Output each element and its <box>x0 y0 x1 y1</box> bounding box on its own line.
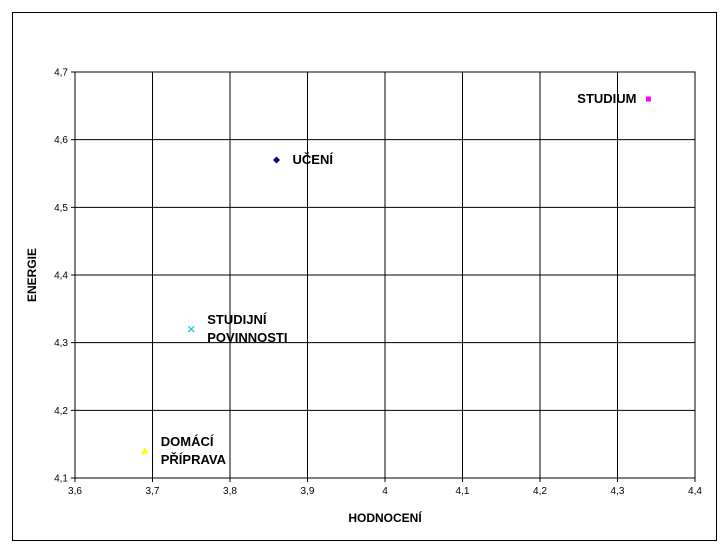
data-point-label-line: DOMÁCÍ <box>161 434 214 449</box>
data-point-marker <box>646 96 651 102</box>
y-tick-label: 4,4 <box>54 271 68 282</box>
gridlines <box>71 71 696 482</box>
x-tick-label: 3,9 <box>301 486 315 497</box>
data-point-label-line: STUDIJNÍ <box>207 312 267 327</box>
data-point-label: STUDIJNÍ POVINNOSTI <box>207 312 287 345</box>
x-axis-tick-labels: 3,6 3,7 3,8 3,9 4 4,1 4,2 4,3 4,4 <box>68 486 702 497</box>
y-tick-label: 4,3 <box>54 338 68 349</box>
y-tick-label: 4,6 <box>54 135 68 146</box>
data-point-label: STUDIUM <box>577 91 636 106</box>
y-tick-label: 4,5 <box>54 203 68 214</box>
x-tick-label: 3,6 <box>68 486 82 497</box>
y-tick-label: 4,1 <box>54 474 68 485</box>
y-tick-label: 4,2 <box>54 406 68 417</box>
data-point-group: STUDIJNÍ POVINNOSTI <box>187 312 287 345</box>
x-tick-label: 4,3 <box>611 486 625 497</box>
x-tick-label: 4,2 <box>533 486 547 497</box>
data-point-label: UČENÍ <box>293 152 334 167</box>
data-point-group: UČENÍ <box>273 152 333 167</box>
x-tick-label: 3,7 <box>146 486 160 497</box>
data-point-label-line: PŘÍPRAVA <box>161 452 227 467</box>
x-tick-label: 4,1 <box>456 486 470 497</box>
data-point-group: STUDIUM <box>577 91 651 106</box>
data-point-marker <box>187 325 195 333</box>
y-axis-title: ENERGIE <box>25 248 39 302</box>
y-tick-label: 4,7 <box>54 68 68 79</box>
x-tick-label: 4 <box>382 486 388 497</box>
data-points: STUDIUM UČENÍ STUDIJNÍ POVINNOSTI DOMÁCÍ PŘÍP… <box>141 91 651 467</box>
x-axis-title: HODNOCENÍ <box>348 510 422 525</box>
x-tick-label: 4,4 <box>688 486 702 497</box>
y-axis-tick-labels: 4,1 4,2 4,3 4,4 4,5 4,6 4,7 <box>54 68 68 485</box>
data-point-label-line: POVINNOSTI <box>207 330 287 345</box>
data-point-marker <box>141 447 149 454</box>
data-point-group: DOMÁCÍ PŘÍPRAVA <box>141 434 227 467</box>
data-point-label: DOMÁCÍ PŘÍPRAVA <box>161 434 227 467</box>
data-point-marker <box>273 156 280 164</box>
x-tick-label: 3,8 <box>223 486 237 497</box>
